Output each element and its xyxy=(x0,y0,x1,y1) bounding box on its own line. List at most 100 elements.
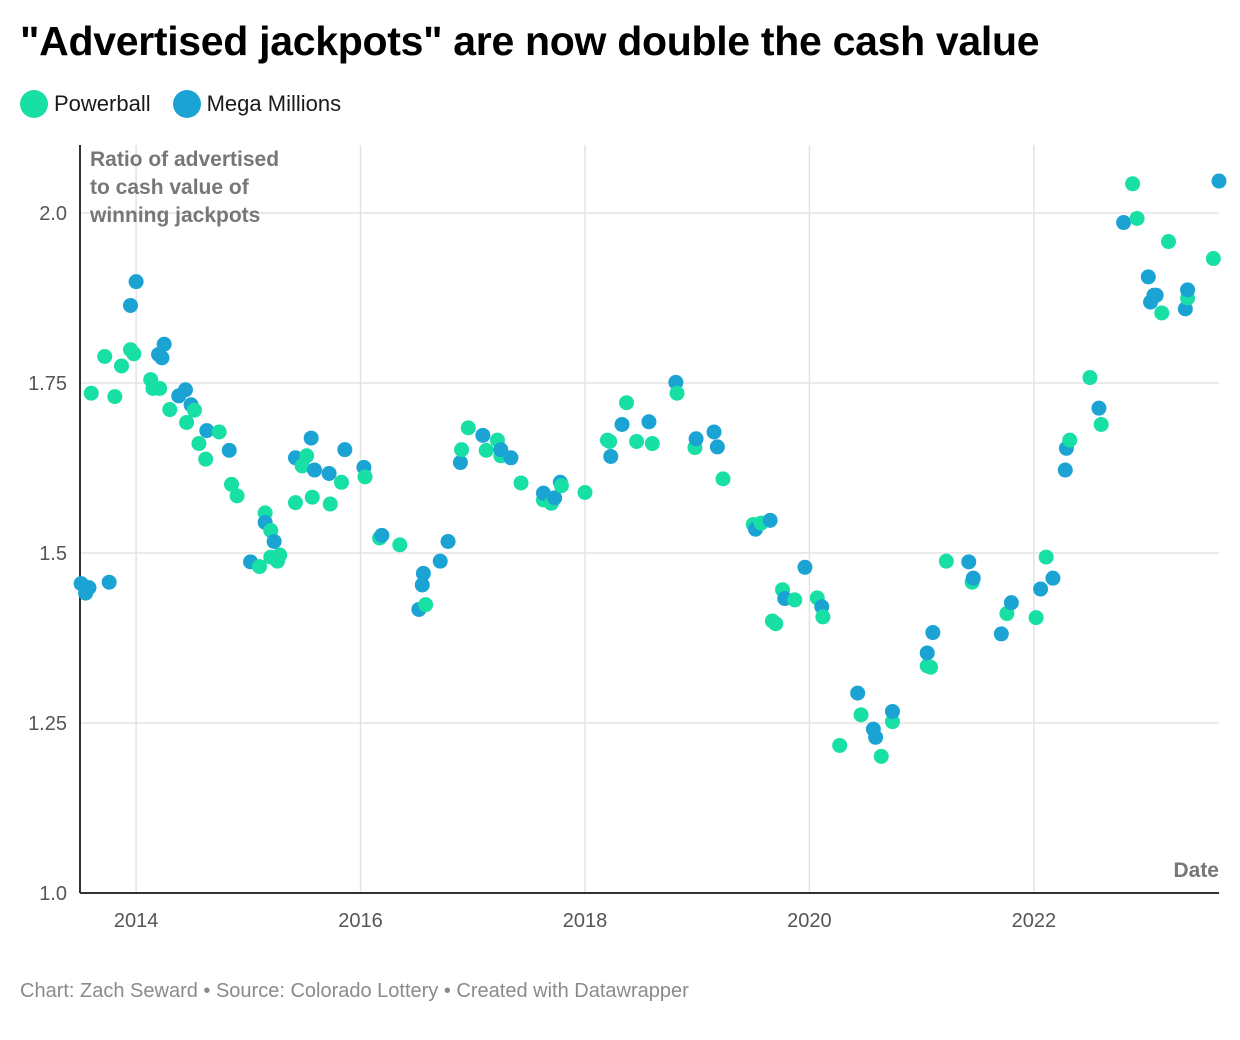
data-point-mega-millions xyxy=(154,350,170,366)
data-point-mega-millions xyxy=(1148,287,1164,303)
y-tick-label: 1.75 xyxy=(28,373,67,395)
legend-label-mega-millions: Mega Millions xyxy=(206,91,342,116)
data-point-powerball xyxy=(211,424,227,440)
legend-item-mega-millions: Mega Millions xyxy=(172,90,342,118)
data-point-powerball xyxy=(832,737,848,753)
data-point-mega-millions xyxy=(919,645,935,661)
x-tick-label: 2016 xyxy=(338,910,383,932)
data-point-powerball xyxy=(1093,416,1109,432)
data-point-powerball xyxy=(223,476,239,492)
data-point-powerball xyxy=(186,402,202,418)
data-point-mega-millions xyxy=(1211,173,1227,189)
x-tick-label: 2020 xyxy=(787,910,832,932)
data-point-mega-millions xyxy=(199,423,215,439)
data-point-mega-millions xyxy=(440,533,456,549)
data-point-powerball xyxy=(853,707,869,723)
data-point-mega-millions xyxy=(603,448,619,464)
data-point-mega-millions xyxy=(965,570,981,586)
data-point-mega-millions xyxy=(797,559,813,575)
data-point-mega-millions xyxy=(688,431,704,447)
data-point-powerball xyxy=(179,414,195,430)
data-point-powerball xyxy=(1082,370,1098,386)
x-tick-label: 2018 xyxy=(563,910,608,932)
data-point-powerball xyxy=(553,478,569,494)
data-point-mega-millions xyxy=(925,625,941,641)
data-point-mega-millions xyxy=(177,382,193,398)
data-point-mega-millions xyxy=(1003,595,1019,611)
data-point-powerball xyxy=(602,433,618,449)
data-point-mega-millions xyxy=(1091,400,1107,416)
data-point-powerball xyxy=(272,547,288,563)
legend-swatch-powerball xyxy=(20,90,48,118)
data-point-mega-millions xyxy=(493,442,509,458)
data-point-powerball xyxy=(162,402,178,418)
chart-footer: Chart: Zach Seward • Source: Colorado Lo… xyxy=(20,980,689,1002)
data-point-mega-millions xyxy=(614,416,630,432)
y-tick-label: 1.0 xyxy=(39,883,67,905)
y-axis-label-line: Ratio of advertised xyxy=(90,148,279,171)
data-point-mega-millions xyxy=(668,374,684,390)
data-point-powerball xyxy=(1125,176,1141,192)
legend-swatch-mega-millions xyxy=(172,90,201,118)
data-point-powerball xyxy=(787,592,803,608)
data-point-powerball xyxy=(114,358,130,374)
data-point-mega-millions xyxy=(374,527,390,543)
y-tick-label: 2.0 xyxy=(39,203,67,225)
data-point-powerball xyxy=(392,537,408,553)
data-point-powerball xyxy=(454,442,470,458)
y-axis-label-line: to cash value of xyxy=(90,176,250,199)
data-point-mega-millions xyxy=(81,580,97,596)
data-point-powerball xyxy=(126,346,142,362)
data-point-mega-millions xyxy=(266,533,282,549)
data-point-powerball xyxy=(252,559,268,575)
data-point-powerball xyxy=(577,484,593,500)
data-point-mega-millions xyxy=(475,427,491,443)
data-point-mega-millions xyxy=(101,574,117,590)
legend-label-powerball: Powerball xyxy=(54,91,151,116)
scatter-chart: 1.0 1.25 1.5 1.75 2.0 2014 2016 2018 2020 2022 Rat… xyxy=(28,145,1227,932)
data-point-powerball xyxy=(715,471,731,487)
data-point-powerball xyxy=(107,389,123,405)
data-point-powerball xyxy=(1038,549,1054,565)
data-point-powerball xyxy=(322,496,338,512)
data-point-powerball xyxy=(97,348,113,364)
data-point-powerball xyxy=(1028,610,1044,626)
x-axis-label: Date xyxy=(1173,859,1219,882)
data-point-mega-millions xyxy=(1180,282,1196,298)
data-point-mega-millions xyxy=(535,485,551,501)
data-point-mega-millions xyxy=(762,512,778,528)
data-point-mega-millions xyxy=(547,490,563,506)
x-tick-label: 2022 xyxy=(1012,910,1057,932)
legend: Powerball Mega Millions xyxy=(20,90,341,118)
data-point-powerball xyxy=(1154,305,1170,321)
data-point-powerball xyxy=(1062,432,1078,448)
data-point-powerball xyxy=(513,475,529,491)
data-point-powerball xyxy=(287,495,303,511)
data-point-powerball xyxy=(923,659,939,675)
y-tick-label: 1.25 xyxy=(28,713,67,735)
data-point-mega-millions xyxy=(414,577,430,593)
data-point-powerball xyxy=(478,442,494,458)
data-point-mega-millions xyxy=(709,439,725,455)
chart-title: "Advertised jackpots" are now double the… xyxy=(20,18,1040,64)
data-point-mega-millions xyxy=(503,450,519,466)
data-point-powerball xyxy=(618,395,634,411)
data-point-mega-millions xyxy=(993,626,1009,642)
data-point-powerball xyxy=(357,469,373,485)
data-point-mega-millions xyxy=(1045,570,1061,586)
data-point-powerball xyxy=(152,380,168,396)
data-point-powerball xyxy=(1161,234,1177,250)
data-point-mega-millions xyxy=(641,414,657,430)
data-point-powerball xyxy=(333,474,349,490)
data-point-mega-millions xyxy=(1057,462,1073,478)
data-point-powerball xyxy=(418,597,434,613)
data-point-powerball xyxy=(938,553,954,569)
data-point-mega-millions xyxy=(432,553,448,569)
data-point-mega-millions xyxy=(321,465,337,481)
data-point-mega-millions xyxy=(850,685,866,701)
data-point-mega-millions xyxy=(884,703,900,719)
data-point-mega-millions xyxy=(706,424,722,440)
data-point-mega-millions xyxy=(1140,269,1156,285)
y-axis-label-line: winning jackpots xyxy=(89,204,260,227)
data-point-mega-millions xyxy=(1033,581,1049,597)
